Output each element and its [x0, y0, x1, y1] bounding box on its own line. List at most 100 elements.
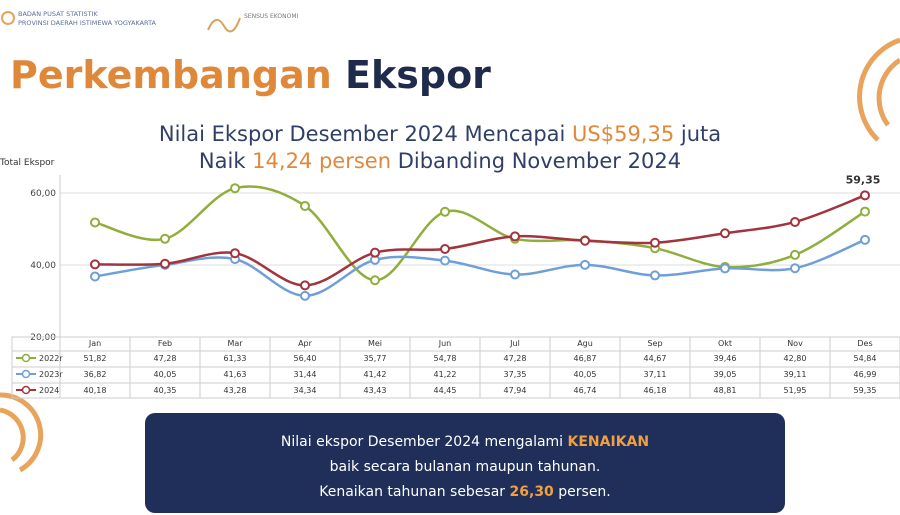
subtitle-part: US$59,35 [572, 122, 674, 146]
subtitle-part: Dibanding November 2024 [391, 149, 681, 173]
table-value: 48,81 [714, 386, 737, 395]
point [90, 217, 100, 228]
info-text: Kenaikan tahunan sebesar 26,30 persen. [319, 484, 611, 500]
subtitle-part: Naik [199, 149, 252, 173]
legend-label: 2024 [39, 386, 59, 395]
point [370, 247, 380, 258]
table-value: 41,22 [434, 370, 457, 379]
subtitle-part: juta [674, 122, 721, 146]
table-value: 37,11 [644, 370, 667, 379]
x-tick-label: Mei [368, 339, 382, 348]
point [510, 269, 520, 280]
table-value: 44,45 [434, 386, 457, 395]
info-part: 26,30 [510, 484, 555, 500]
legend-label: 2022r [39, 354, 63, 363]
x-tick-label: Okt [718, 339, 732, 348]
point [160, 258, 170, 269]
y-axis-label: Total Ekspor [0, 158, 55, 168]
table-value: 40,05 [574, 370, 597, 379]
x-tick-label: Jul [509, 339, 520, 348]
subtitle: Naik 14,24 persen Dibanding November 202… [199, 149, 681, 173]
point [650, 270, 660, 281]
point [860, 190, 870, 201]
logo-text: SENSUS EKONOMI [244, 13, 299, 20]
y-tick-label: 20,00 [30, 333, 56, 343]
y-tick-label: 60,00 [30, 189, 56, 199]
table-value: 56,40 [294, 354, 317, 363]
info-part: Nilai ekspor Desember 2024 mengalami [281, 434, 568, 450]
info-part: KENAIKAN [568, 434, 650, 450]
table-value: 39,05 [714, 370, 737, 379]
table-value: 31,44 [294, 370, 317, 379]
x-tick-label: Feb [158, 339, 172, 348]
point [790, 249, 800, 260]
table-value: 47,28 [154, 354, 177, 363]
table-value: 51,82 [84, 354, 107, 363]
slide-title: Perkembangan Ekspor [10, 53, 491, 97]
data-label: 59,35 [846, 173, 881, 186]
point [90, 259, 100, 270]
table-value: 39,11 [784, 370, 807, 379]
x-tick-label: Apr [298, 339, 313, 348]
point [440, 255, 450, 266]
point [510, 231, 520, 242]
point [720, 263, 730, 274]
point [300, 200, 310, 211]
info-box [145, 413, 785, 513]
point [790, 263, 800, 274]
point [300, 290, 310, 301]
point [230, 183, 240, 194]
table-value: 43,28 [224, 386, 247, 395]
table-value: 44,67 [644, 354, 667, 363]
subtitle-part: Nilai Ekspor Desember 2024 Mencapai [159, 122, 572, 146]
table-value: 61,33 [224, 354, 247, 363]
table-value: 42,80 [784, 354, 807, 363]
table-value: 37,35 [504, 370, 527, 379]
point [720, 228, 730, 239]
point [230, 248, 240, 259]
point [650, 237, 660, 248]
table-value: 51,95 [784, 386, 807, 395]
org-province: PROVINSI DAERAH ISTIMEWA YOGYAKARTA [18, 19, 157, 27]
table-value: 46,87 [574, 354, 597, 363]
table-value: 36,82 [84, 370, 107, 379]
decoration [0, 37, 900, 473]
info-text: baik secara bulanan maupun tahunan. [330, 459, 601, 475]
legend-marker [21, 385, 31, 395]
series-line [94, 185, 866, 282]
table-value: 41,42 [364, 370, 387, 379]
point [160, 233, 170, 244]
info-text: Nilai ekspor Desember 2024 mengalami KEN… [281, 434, 649, 450]
org-name: BADAN PUSAT STATISTIK [18, 10, 99, 18]
table-value: 39,46 [714, 354, 737, 363]
point [580, 235, 590, 246]
point [860, 234, 870, 245]
subtitle: Nilai Ekspor Desember 2024 Mencapai US$5… [159, 122, 721, 146]
x-tick-label: Jun [438, 339, 452, 348]
table-value: 54,84 [854, 354, 877, 363]
point [300, 280, 310, 291]
x-tick-label: Sep [647, 339, 662, 348]
table-value: 40,35 [154, 386, 177, 395]
legend-marker [21, 369, 31, 379]
title-part: Perkembangan [10, 53, 332, 97]
table-value: 46,99 [854, 370, 877, 379]
title-part: Ekspor [345, 53, 491, 97]
point [440, 243, 450, 254]
table-value: 34,34 [294, 386, 317, 395]
series-line [94, 238, 866, 298]
point [370, 275, 380, 286]
logo-mark [207, 17, 241, 33]
x-tick-label: Agu [577, 339, 593, 348]
table-value: 41,63 [224, 370, 247, 379]
x-tick-label: Jan [88, 339, 101, 348]
table-value: 54,78 [434, 354, 457, 363]
x-tick-label: Des [857, 339, 872, 348]
point [790, 216, 800, 227]
x-tick-label: Mar [227, 339, 243, 348]
table-value: 59,35 [854, 386, 877, 395]
table-value: 46,18 [644, 386, 667, 395]
table-value: 40,05 [154, 370, 177, 379]
chart: 20,00 40,00 60,00 59,35 Jan Feb Mar Apr Mei Jun Ju… [11, 173, 900, 399]
